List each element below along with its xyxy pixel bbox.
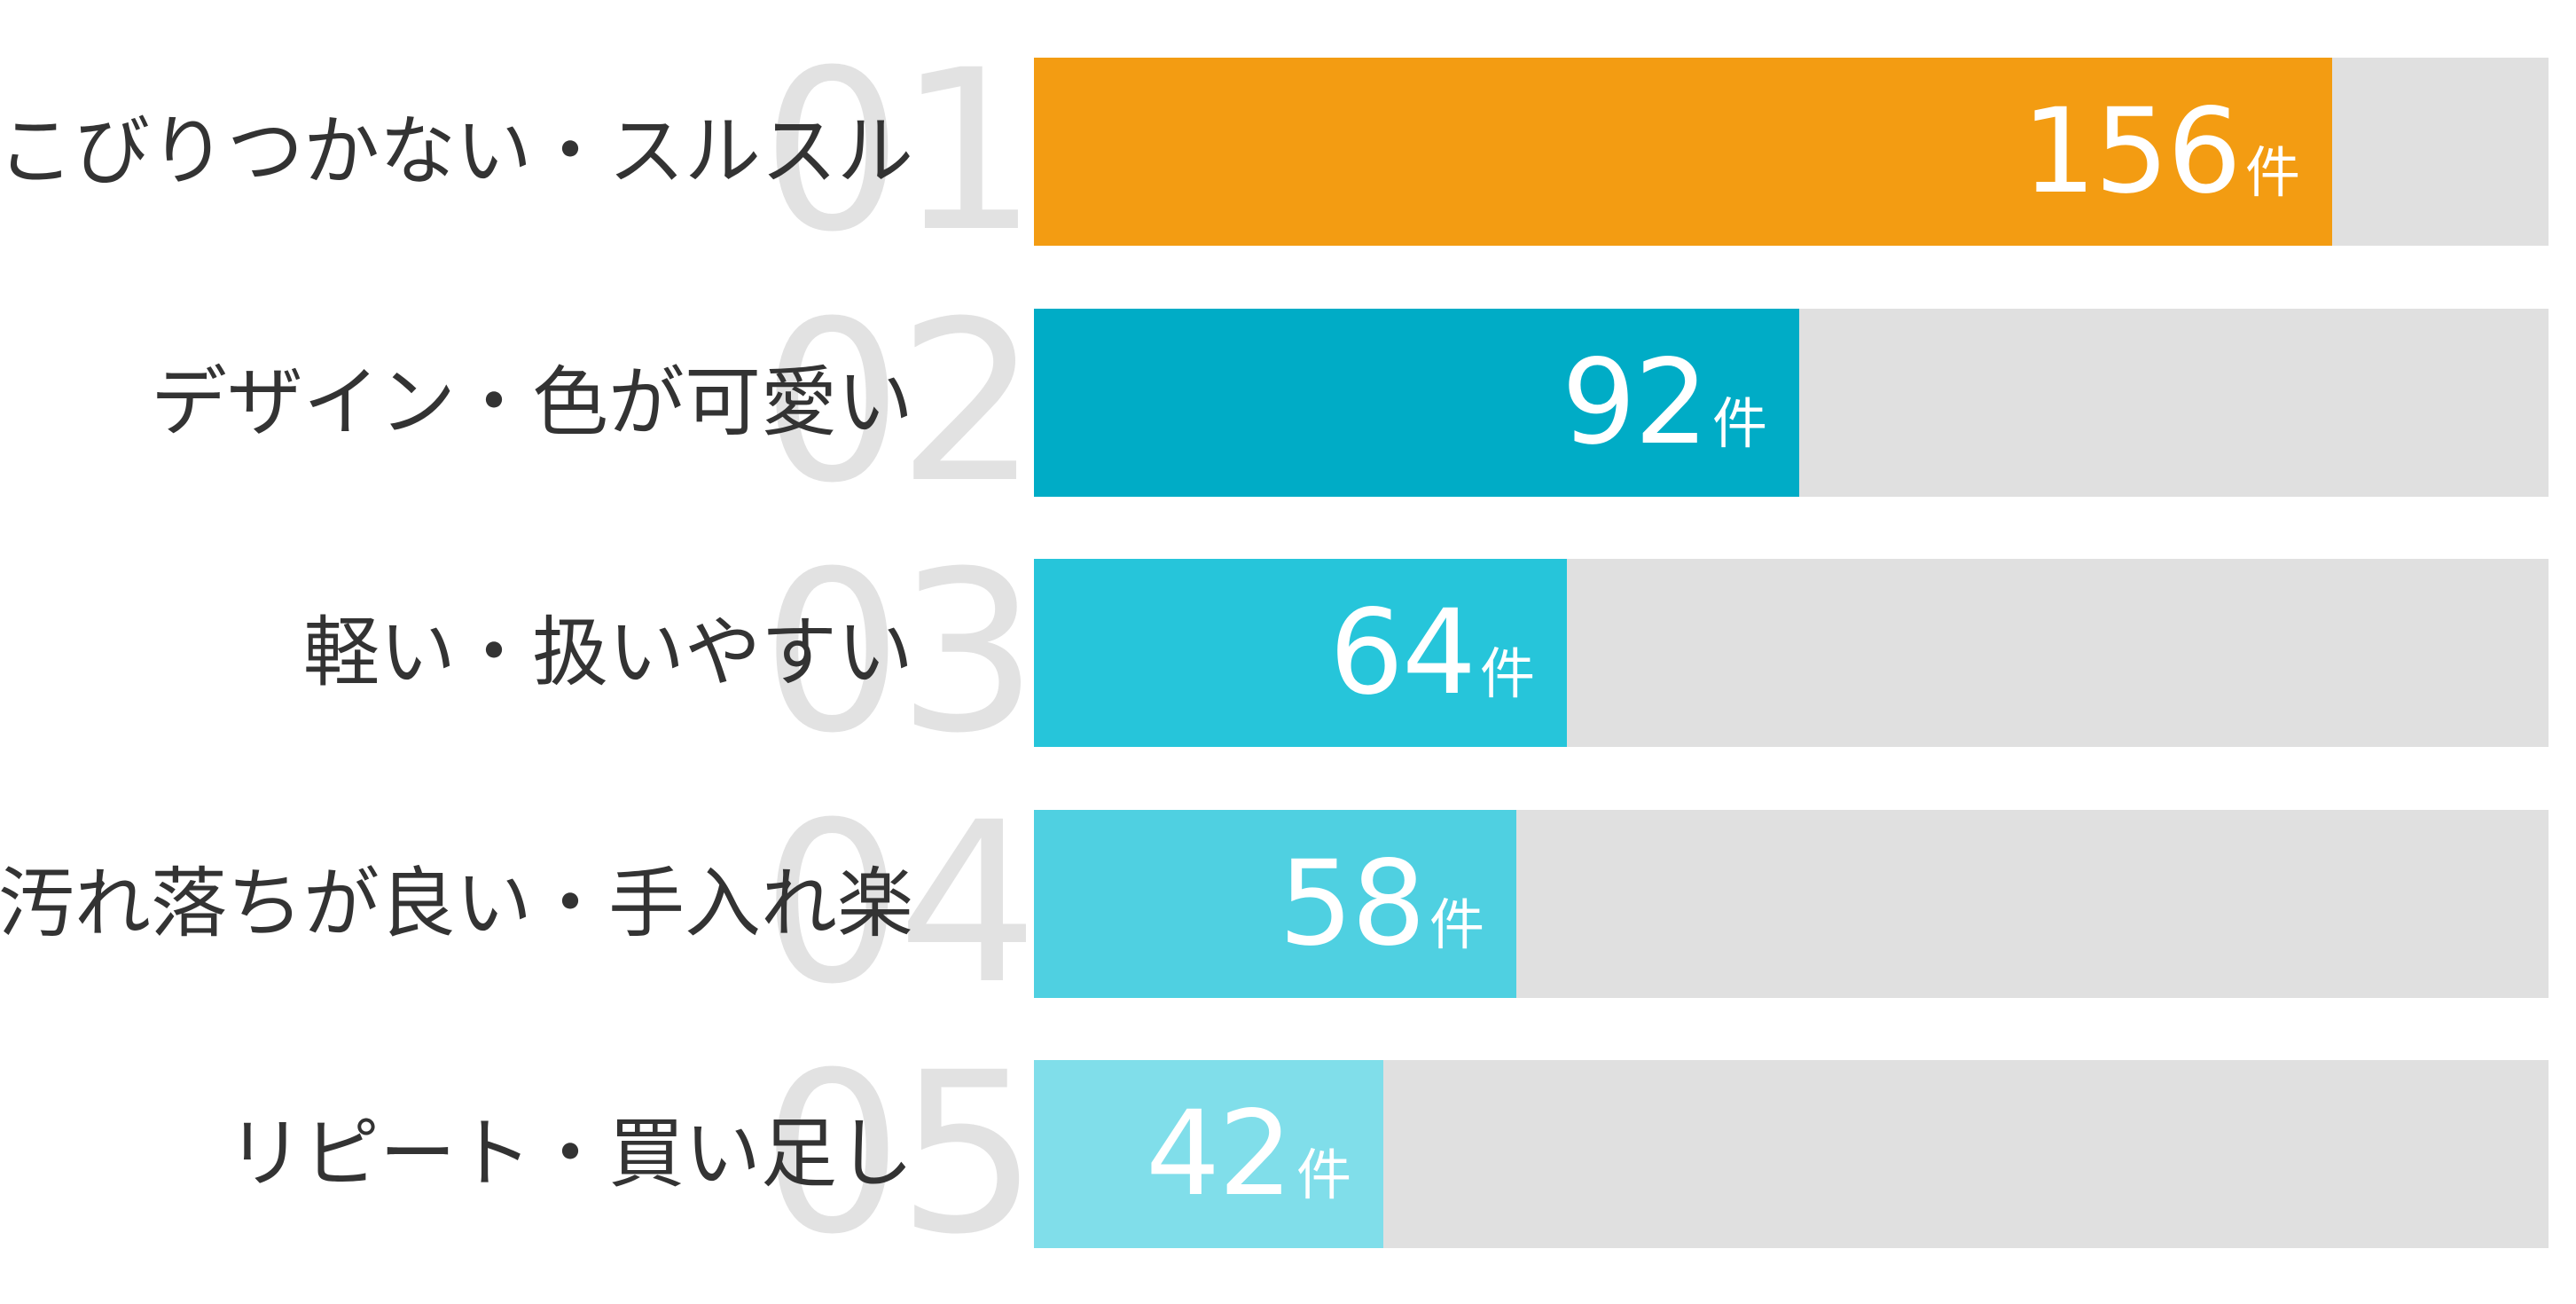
category-label: リピート・買い足し xyxy=(227,1110,913,1198)
rank-number: 04 xyxy=(761,774,1038,1033)
bar-value: 92 xyxy=(1562,334,1709,471)
bar: 156件 xyxy=(1034,58,2332,246)
bar-value: 42 xyxy=(1146,1086,1293,1222)
category-label: 軽い・扱いやすい xyxy=(303,609,913,697)
bar-unit: 件 xyxy=(1479,641,1535,706)
data-label: 92件 xyxy=(1562,344,1767,461)
bar: 42件 xyxy=(1034,1060,1383,1248)
rank-number: 02 xyxy=(761,273,1038,531)
bar-unit: 件 xyxy=(2244,140,2300,205)
data-label: 156件 xyxy=(2022,93,2300,210)
bar-row: 05 リピート・買い足し 42件 xyxy=(0,1043,2576,1265)
rank-number: 03 xyxy=(761,523,1038,782)
bar-row: 02 デザイン・色が可愛い 92件 xyxy=(0,292,2576,514)
data-label: 64件 xyxy=(1329,594,1535,711)
category-label: デザイン・色が可愛い xyxy=(151,358,913,447)
bar-track: 64件 xyxy=(1034,559,2549,747)
bar-track: 92件 xyxy=(1034,309,2549,497)
bar-unit: 件 xyxy=(1711,391,1767,456)
category-label: こびりつかない・スルスル xyxy=(0,107,913,196)
rank-number: 01 xyxy=(761,22,1038,280)
rank-number: 05 xyxy=(761,1025,1038,1283)
bar-track: 42件 xyxy=(1034,1060,2549,1248)
bar-unit: 件 xyxy=(1296,1143,1351,1207)
bar-row: 04 汚れ落ちが良い・手入れ楽 58件 xyxy=(0,793,2576,1015)
bar-value: 58 xyxy=(1279,836,1426,972)
bar-track: 156件 xyxy=(1034,58,2549,246)
bar-unit: 件 xyxy=(1429,892,1484,957)
bar-track: 58件 xyxy=(1034,810,2549,998)
bar: 64件 xyxy=(1034,559,1567,747)
category-label: 汚れ落ちが良い・手入れ楽 xyxy=(0,860,913,948)
bar-value: 156 xyxy=(2022,83,2242,220)
bar-row: 01 こびりつかない・スルスル 156件 xyxy=(0,41,2576,263)
bar: 92件 xyxy=(1034,309,1799,497)
data-label: 42件 xyxy=(1146,1096,1351,1213)
data-label: 58件 xyxy=(1279,845,1484,962)
bar-value: 64 xyxy=(1329,585,1476,721)
bar: 58件 xyxy=(1034,810,1516,998)
bar-row: 03 軽い・扱いやすい 64件 xyxy=(0,542,2576,764)
